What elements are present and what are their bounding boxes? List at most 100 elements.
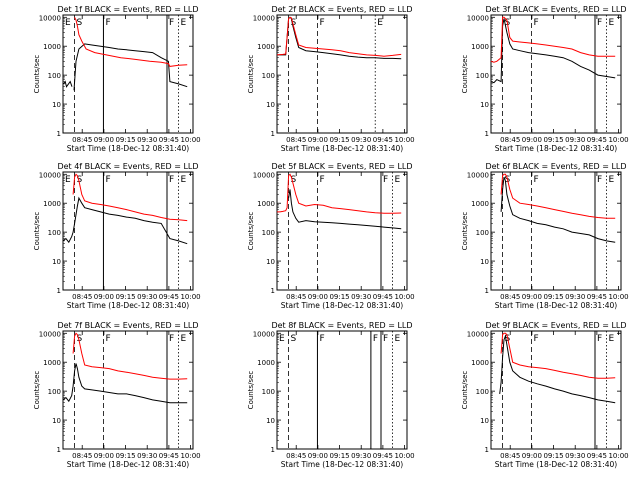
y-tick-label: 10: [266, 258, 275, 266]
marker-label: F: [319, 334, 324, 344]
detector-panel-5: Det 5f BLACK = Events, RED = LLD 1 10 100 10…: [247, 162, 415, 310]
y-tick-label: 1000: [471, 200, 489, 208]
x-tick-label: 10:00: [180, 452, 200, 460]
y-tick-label: 1000: [43, 43, 61, 51]
series-line-lld: [72, 173, 188, 222]
x-tick-label: 09:45: [159, 452, 179, 460]
x-tick-label: 10:00: [180, 136, 200, 144]
marker-label: E: [279, 334, 285, 344]
plot-frame: [62, 171, 194, 291]
x-tick-label: 10:00: [608, 136, 628, 144]
y-axis-label: Counts/sec: [247, 212, 255, 251]
plot-frame: [276, 330, 408, 450]
x-axis-label: Start Time (18-Dec-12 08:31:40): [281, 460, 403, 469]
marker-label: F: [597, 175, 602, 185]
x-axis-label: Start Time (18-Dec-12 08:31:40): [67, 460, 189, 469]
y-tick-label: 10: [52, 258, 61, 266]
x-tick-label: 09:30: [137, 452, 157, 460]
panel-title: Det 1f BLACK = Events, RED = LLD: [57, 5, 198, 14]
y-tick-label: 10000: [467, 171, 489, 179]
y-tick-label: 1000: [471, 359, 489, 367]
marker-label: E: [609, 334, 615, 344]
x-axis-label: Start Time (18-Dec-12 08:31:40): [495, 301, 617, 310]
detector-panel-8: Det 8f BLACK = Events, RED = LLD 1 10 100 10…: [247, 321, 415, 469]
plot-frame: [490, 330, 622, 450]
x-tick-label: 09:15: [329, 136, 349, 144]
y-tick-label: 10000: [253, 171, 275, 179]
y-tick-label: 1: [57, 130, 61, 138]
x-tick-label: 08:45: [72, 293, 92, 301]
y-tick-label: 10: [480, 258, 489, 266]
marker-label: E: [609, 175, 615, 185]
series-line-lld: [74, 17, 188, 67]
detector-panel-1: Det 1f BLACK = Events, RED = LLD 1 10 100 10…: [33, 5, 201, 153]
y-tick-label: 100: [262, 72, 275, 80]
y-axis-label: Counts/sec: [33, 55, 41, 94]
x-tick-label: 08:45: [286, 293, 306, 301]
x-tick-label: 10:00: [394, 293, 414, 301]
marker-label: F: [169, 18, 174, 28]
marker-label: E: [395, 334, 401, 344]
x-tick-label: 09:45: [373, 452, 393, 460]
marker-label: E: [377, 18, 383, 28]
y-tick-label: 1: [485, 130, 489, 138]
marker-label: F: [597, 334, 602, 344]
y-tick-label: 1000: [257, 359, 275, 367]
marker-label: E: [609, 18, 615, 28]
y-tick-label: 10: [266, 101, 275, 109]
y-tick-label: 10: [480, 417, 489, 425]
marker-label: E: [181, 334, 187, 344]
x-tick-label: 09:45: [587, 452, 607, 460]
panel-title: Det 2f BLACK = Events, RED = LLD: [271, 5, 412, 14]
panel-title: Det 7f BLACK = Events, RED = LLD: [57, 321, 198, 330]
x-tick-label: 09:15: [115, 136, 135, 144]
panel-title: Det 6f BLACK = Events, RED = LLD: [485, 162, 626, 171]
x-tick-label: 08:45: [72, 452, 92, 460]
x-tick-label: 09:00: [94, 136, 114, 144]
y-tick-label: 100: [48, 229, 61, 237]
series-line-events: [288, 189, 402, 230]
y-tick-label: 10000: [467, 14, 489, 22]
x-tick-label: 09:45: [159, 136, 179, 144]
y-tick-label: 1: [57, 287, 61, 295]
marker-label: F: [533, 175, 538, 185]
detector-panel-9: Det 9f BLACK = Events, RED = LLD 1 10 100 10…: [461, 321, 629, 469]
marker-label: E: [395, 175, 401, 185]
y-tick-label: 100: [476, 388, 489, 396]
x-axis-label: Start Time (18-Dec-12 08:31:40): [281, 301, 403, 310]
x-tick-label: 09:00: [522, 136, 542, 144]
y-tick-label: 1000: [43, 200, 61, 208]
marker-label: S: [77, 175, 83, 185]
series-line-events: [63, 43, 188, 91]
y-axis-label: Counts/sec: [461, 55, 469, 94]
x-tick-label: 09:30: [565, 293, 585, 301]
marker-label: F: [383, 175, 388, 185]
x-tick-label: 09:00: [94, 293, 114, 301]
marker-label: F: [105, 18, 110, 28]
x-tick-label: 09:30: [137, 136, 157, 144]
marker-label: F: [533, 334, 538, 344]
y-tick-label: 1000: [43, 359, 61, 367]
x-tick-label: 09:15: [329, 452, 349, 460]
y-tick-label: 1: [485, 287, 489, 295]
marker-label: S: [291, 18, 297, 28]
x-tick-label: 09:30: [565, 136, 585, 144]
marker-label: S: [291, 175, 297, 185]
x-tick-label: 09:30: [137, 293, 157, 301]
x-tick-label: 09:30: [565, 452, 585, 460]
y-tick-label: 100: [48, 72, 61, 80]
y-axis-label: Counts/sec: [33, 212, 41, 251]
plot-frame: [490, 14, 622, 134]
panel-title: Det 5f BLACK = Events, RED = LLD: [271, 162, 412, 171]
y-tick-label: 1: [271, 130, 275, 138]
panel-title: Det 4f BLACK = Events, RED = LLD: [57, 162, 198, 171]
series-line-lld: [500, 173, 616, 219]
y-tick-label: 100: [262, 388, 275, 396]
marker-label: F: [169, 334, 174, 344]
x-tick-label: 09:00: [308, 452, 328, 460]
detector-panel-4: Det 4f BLACK = Events, RED = LLD 1 10 100 10…: [33, 162, 201, 310]
y-tick-label: 1000: [471, 43, 489, 51]
x-tick-label: 10:00: [394, 452, 414, 460]
y-axis-label: Counts/sec: [33, 371, 41, 410]
